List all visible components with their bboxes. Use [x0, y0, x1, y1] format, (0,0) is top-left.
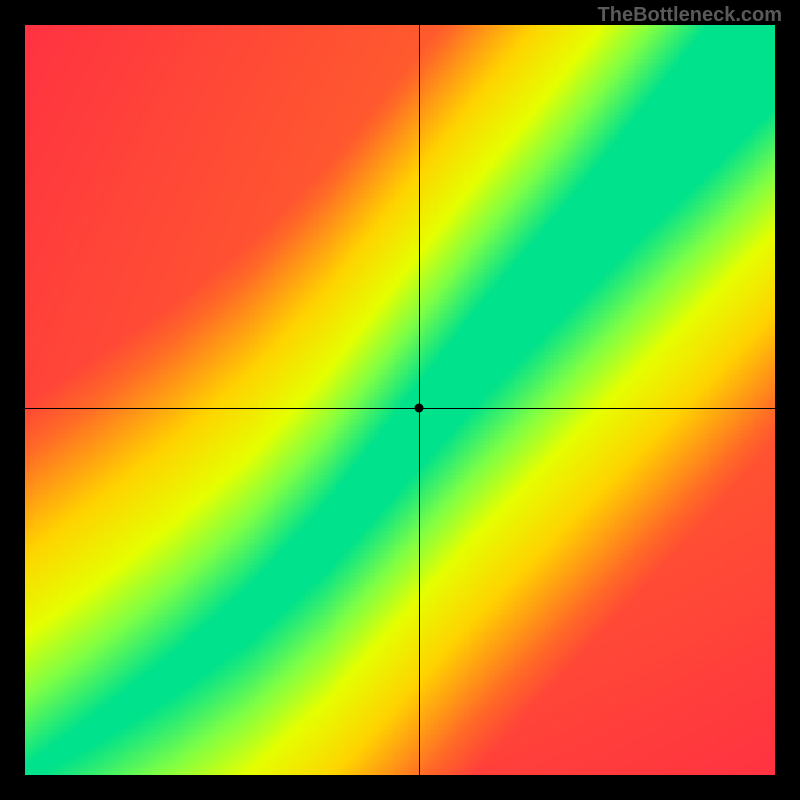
plot-area — [25, 25, 775, 775]
crosshair-marker — [414, 403, 423, 412]
crosshair-horizontal — [25, 408, 775, 409]
bottleneck-heatmap — [25, 25, 775, 775]
crosshair-vertical — [419, 25, 420, 775]
watermark-text: TheBottleneck.com — [598, 4, 782, 27]
